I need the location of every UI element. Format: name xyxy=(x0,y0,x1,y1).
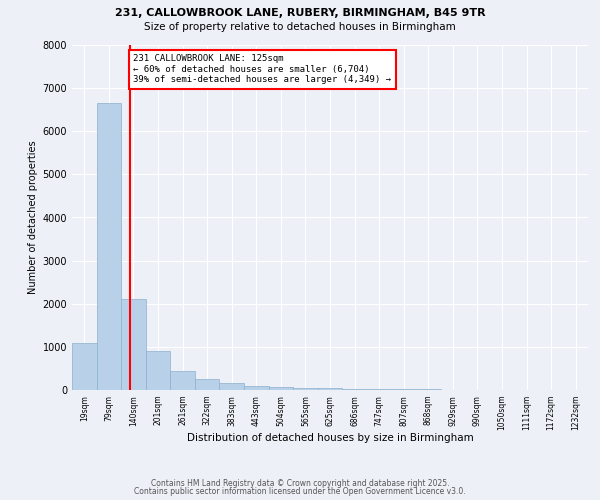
Bar xyxy=(293,388,318,390)
Bar xyxy=(146,351,170,390)
Text: Contains HM Land Registry data © Crown copyright and database right 2025.: Contains HM Land Registry data © Crown c… xyxy=(151,478,449,488)
Bar xyxy=(244,386,269,390)
Text: 231 CALLOWBROOK LANE: 125sqm
← 60% of detached houses are smaller (6,704)
39% of: 231 CALLOWBROOK LANE: 125sqm ← 60% of de… xyxy=(133,54,391,84)
Bar xyxy=(269,387,293,390)
Text: Size of property relative to detached houses in Birmingham: Size of property relative to detached ho… xyxy=(144,22,456,32)
Bar xyxy=(367,389,391,390)
Text: Contains public sector information licensed under the Open Government Licence v3: Contains public sector information licen… xyxy=(134,487,466,496)
X-axis label: Distribution of detached houses by size in Birmingham: Distribution of detached houses by size … xyxy=(187,434,473,444)
Bar xyxy=(121,300,146,390)
Y-axis label: Number of detached properties: Number of detached properties xyxy=(28,140,38,294)
Bar xyxy=(195,379,220,390)
Bar xyxy=(72,342,97,390)
Bar xyxy=(318,388,342,390)
Bar xyxy=(170,372,195,390)
Bar xyxy=(220,383,244,390)
Bar xyxy=(342,388,367,390)
Bar xyxy=(97,103,121,390)
Bar xyxy=(391,389,416,390)
Text: 231, CALLOWBROOK LANE, RUBERY, BIRMINGHAM, B45 9TR: 231, CALLOWBROOK LANE, RUBERY, BIRMINGHA… xyxy=(115,8,485,18)
